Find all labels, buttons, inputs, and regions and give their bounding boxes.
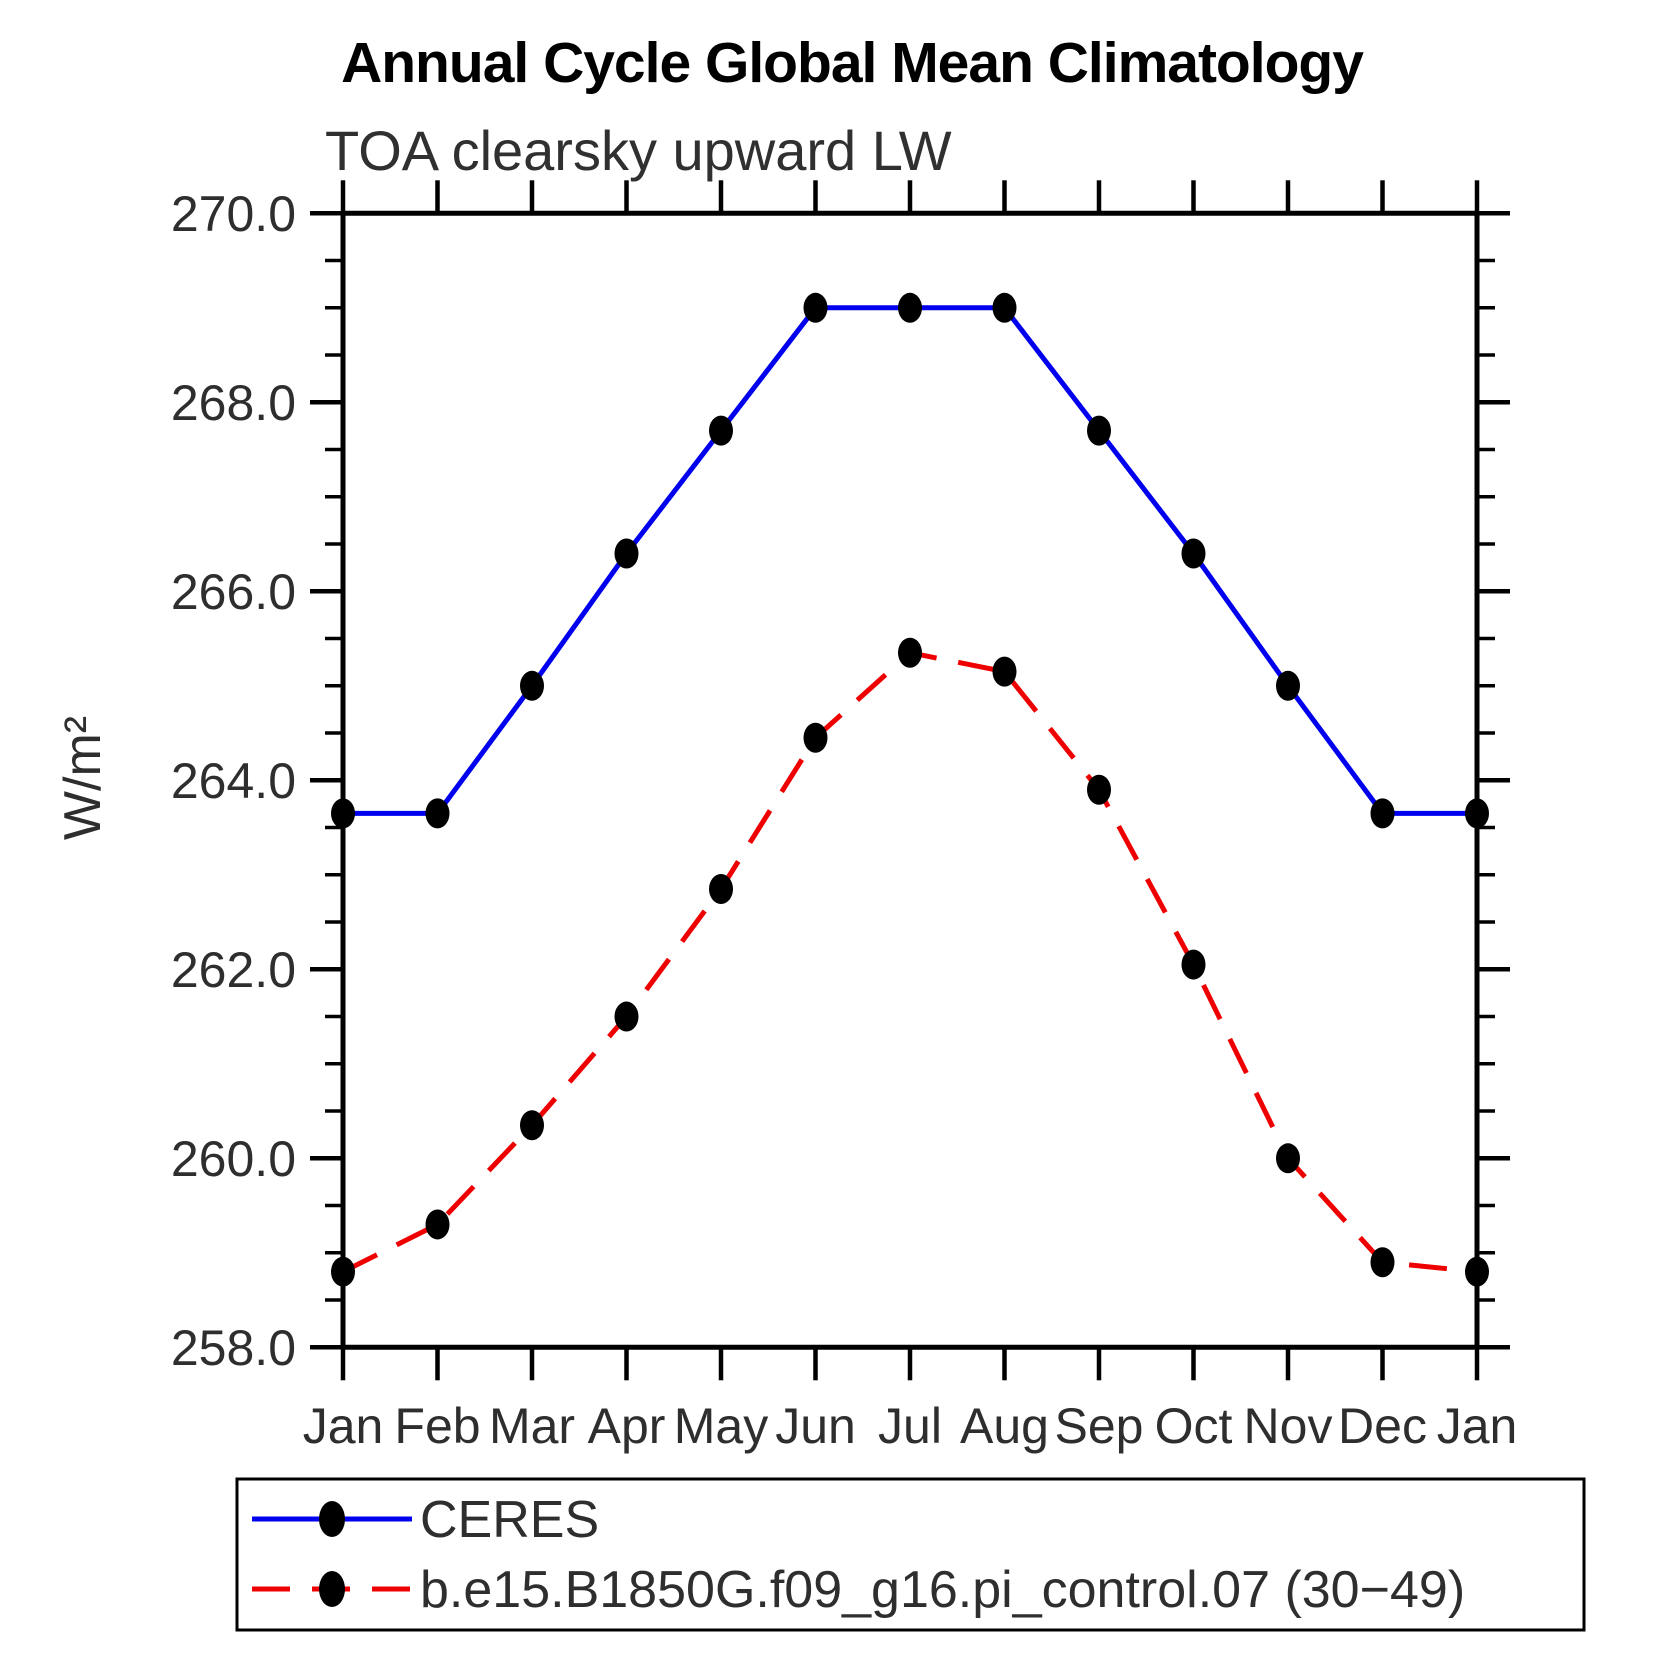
legend-label: CERES xyxy=(420,1491,599,1549)
data-point xyxy=(992,656,1017,687)
x-tick-label: Dec xyxy=(1338,1398,1427,1454)
legend: CERES b.e15.B1850G.f09_g16.pi_control.07 … xyxy=(235,1477,1586,1632)
y-tick-label: 262.0 xyxy=(171,942,296,998)
chart-subtitle: TOA clearsky upward LW xyxy=(325,119,952,182)
x-tick-label: Mar xyxy=(489,1398,575,1454)
x-tick-label: Jan xyxy=(1437,1398,1518,1454)
y-tick-label: 266.0 xyxy=(171,564,296,620)
data-point xyxy=(1087,415,1111,446)
data-point xyxy=(425,798,450,829)
plot-series xyxy=(331,292,1489,1287)
data-point xyxy=(1276,670,1300,701)
chart-title: Annual Cycle Global Mean Climatology xyxy=(341,31,1364,95)
data-point xyxy=(331,1256,355,1287)
y-axis-label: W/m² xyxy=(54,716,112,840)
y-tick-label: 270.0 xyxy=(171,186,296,242)
data-point xyxy=(898,292,922,323)
data-point xyxy=(331,798,355,829)
data-point xyxy=(1465,798,1489,829)
legend-box xyxy=(235,1477,1586,1632)
axes: Jan Feb Mar Apr May Jun Jul Aug Sep Oct Nov Dec Jan2… xyxy=(171,180,1517,1454)
data-point xyxy=(803,292,828,323)
x-tick-label: Sep xyxy=(1055,1398,1144,1454)
data-point xyxy=(803,722,828,753)
data-point xyxy=(992,292,1017,323)
data-point xyxy=(520,670,544,701)
data-point xyxy=(1181,949,1206,980)
data-point xyxy=(614,538,639,569)
data-point xyxy=(1087,774,1111,805)
data-point xyxy=(1465,1256,1489,1287)
legend-marker xyxy=(319,1571,345,1607)
y-tick-label: 260.0 xyxy=(171,1131,296,1187)
data-point xyxy=(520,1110,544,1141)
data-point xyxy=(898,637,922,668)
data-point xyxy=(1276,1143,1300,1174)
data-point xyxy=(1370,1247,1395,1278)
x-tick-label: Aug xyxy=(960,1398,1049,1454)
series-line-ceres xyxy=(343,305,1477,816)
x-tick-label: Nov xyxy=(1244,1398,1333,1454)
x-tick-label: Feb xyxy=(394,1398,480,1454)
y-tick-label: 258.0 xyxy=(171,1320,296,1376)
x-tick-label: Apr xyxy=(588,1398,666,1454)
series-line-model xyxy=(341,650,1478,1275)
data-point xyxy=(1370,798,1395,829)
data-point xyxy=(709,415,733,446)
x-tick-label: Jun xyxy=(775,1398,856,1454)
legend-label: b.e15.B1850G.f09_g16.pi_control.07 (30−4… xyxy=(420,1561,1465,1619)
x-tick-label: Oct xyxy=(1155,1398,1233,1454)
x-tick-label: May xyxy=(674,1398,768,1454)
y-tick-label: 264.0 xyxy=(171,753,296,809)
x-tick-label: Jul xyxy=(878,1398,942,1454)
x-tick-label: Jan xyxy=(303,1398,384,1454)
y-tick-label: 268.0 xyxy=(171,375,296,431)
data-point xyxy=(1181,538,1206,569)
data-point xyxy=(614,1001,639,1032)
legend-marker xyxy=(319,1501,345,1537)
data-point xyxy=(709,873,733,904)
data-point xyxy=(425,1209,450,1240)
